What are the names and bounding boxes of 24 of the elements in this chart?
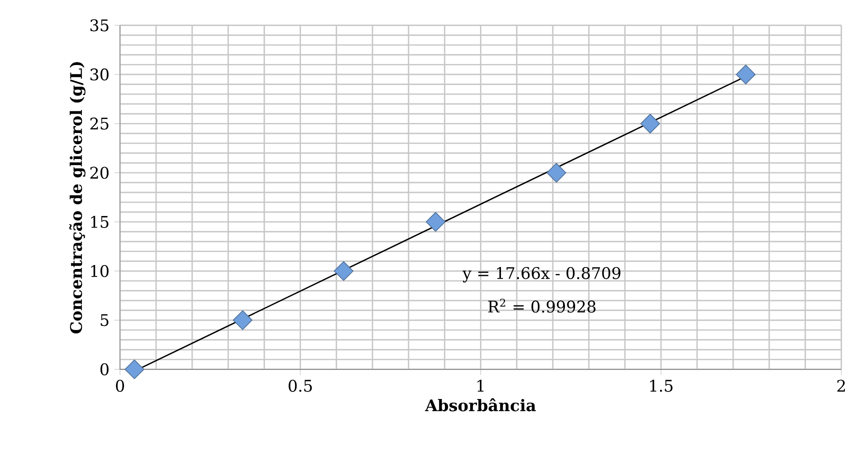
annotation: R$^{2}$ = 0.99928: [488, 298, 596, 313]
y-tick-label: 10: [91, 264, 109, 278]
point: [736, 64, 756, 84]
y-tick-label: 25: [90, 118, 108, 130]
y-tick-label: 20: [90, 166, 109, 179]
y-tick-label: 35: [90, 19, 108, 32]
point: [426, 212, 446, 232]
y-tick-label: 0: [100, 363, 109, 376]
annotation: y = 17.66x - 0.8709: [462, 267, 620, 282]
y-tick-label: 30: [90, 68, 109, 81]
point: [640, 114, 660, 134]
x-tick-label: 1: [478, 380, 484, 392]
x-tick-label: 0: [116, 380, 124, 392]
x-tick-label: 1.5: [650, 380, 672, 392]
point: [334, 261, 354, 281]
y-tick-label: 5: [100, 314, 108, 326]
x-axis-title: Absorbância: [425, 398, 536, 412]
point: [546, 162, 566, 183]
x-tick-label: 0.5: [288, 380, 312, 392]
y-tick-label: 15: [91, 216, 108, 228]
y-axis-title: Concentração de glicerol (g/L): [69, 62, 86, 334]
point: [124, 359, 144, 380]
point: [232, 310, 252, 330]
x-tick-label: 2: [837, 380, 845, 392]
